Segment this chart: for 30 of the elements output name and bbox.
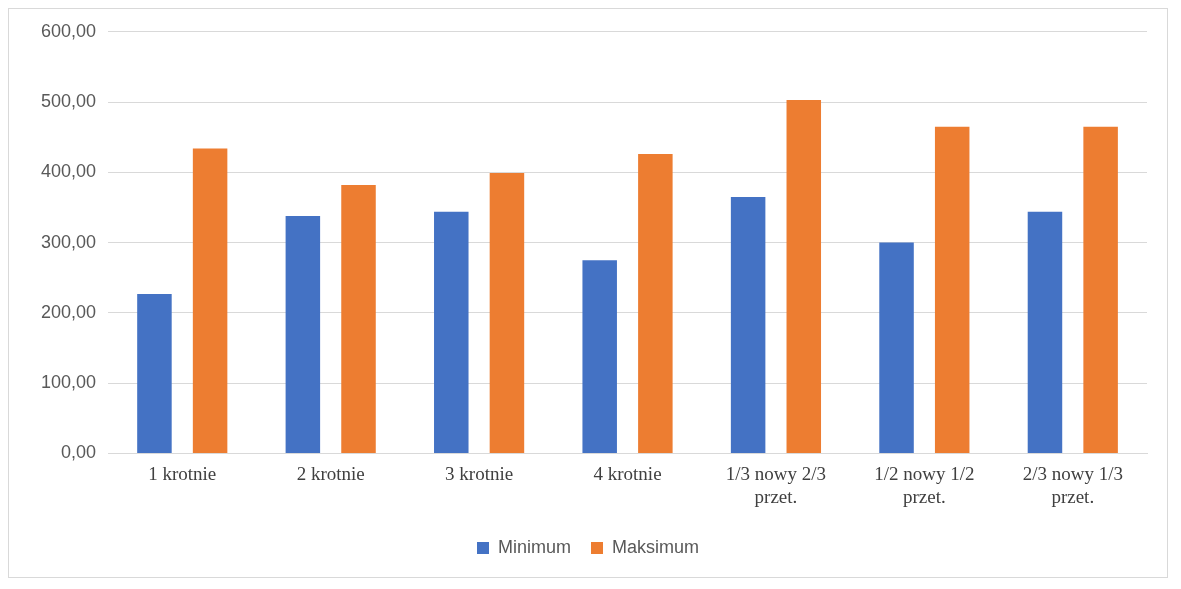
x-tick-label: 1/2 nowy 1/2 przet.: [874, 462, 975, 507]
y-tick-label: 600,00: [40, 20, 97, 41]
x-tick-label: 1 krotnie: [148, 462, 217, 484]
y-tick-label: 200,00: [40, 301, 97, 322]
bar: [192, 148, 228, 453]
bar: [730, 196, 766, 453]
legend-label: Minimum: [498, 536, 572, 557]
y-tick-label: 300,00: [40, 231, 97, 252]
bar: [434, 211, 469, 453]
x-tick-label: 3 krotnie: [445, 462, 514, 484]
bar: [879, 242, 914, 453]
y-tick-label: 500,00: [40, 91, 97, 112]
x-tick-label: 2 krotnie: [296, 462, 365, 484]
bar: [137, 293, 172, 453]
x-tick-label: 2/3 nowy 1/3 przet.: [1022, 462, 1123, 507]
bar: [786, 99, 822, 453]
y-tick-label: 400,00: [40, 161, 97, 182]
y-tick-label: 100,00: [40, 372, 97, 393]
y-tick-label: 0,00: [61, 442, 97, 463]
bar: [582, 260, 617, 453]
bar: [934, 126, 970, 453]
bar: [489, 173, 525, 453]
bar: [341, 184, 376, 453]
x-tick-label: 1/3 nowy 2/3 przet.: [725, 462, 827, 507]
bar: [285, 215, 321, 453]
bar: [1083, 126, 1118, 453]
bar: [1027, 211, 1063, 453]
legend-label: Maksimum: [612, 536, 700, 557]
bar: [638, 154, 673, 453]
x-tick-label: 4 krotnie: [593, 462, 662, 484]
